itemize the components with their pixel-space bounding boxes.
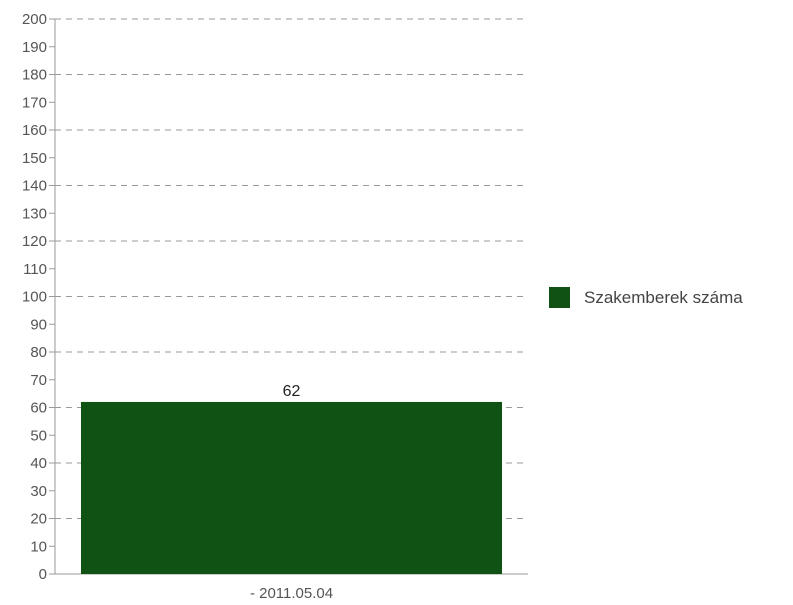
y-tick-label: 100 — [22, 289, 47, 306]
y-tick-label: 0 — [39, 566, 47, 583]
y-axis: 0 10 20 30 40 50 60 70 80 90 100 110 120 130 140 150 160… — [22, 11, 528, 583]
legend-label: Szakemberek száma — [584, 288, 743, 307]
y-tick-label: 50 — [30, 427, 47, 444]
y-tick-label: 190 — [22, 39, 47, 56]
y-tick-label: 10 — [30, 538, 47, 555]
bars: 62 — [81, 383, 502, 574]
x-tick-label: - 2011.05.04 — [250, 585, 333, 602]
y-tick-label: 110 — [23, 261, 47, 278]
y-tick-label: 160 — [22, 122, 47, 139]
y-tick-label: 60 — [30, 400, 47, 417]
x-axis: - 2011.05.04 — [250, 585, 333, 602]
y-tick-label: 30 — [30, 483, 47, 500]
legend: Szakemberek száma — [549, 287, 743, 308]
y-tick-label: 130 — [22, 205, 47, 222]
y-tick-label: 140 — [22, 178, 47, 195]
y-tick-label: 40 — [30, 455, 47, 472]
y-tick-label: 170 — [22, 94, 47, 111]
y-tick-label: 180 — [22, 67, 47, 84]
y-tick-label: 90 — [30, 316, 47, 333]
y-tick-label: 120 — [22, 233, 47, 250]
y-tick-label: 80 — [30, 344, 47, 361]
bar — [81, 401, 502, 574]
y-tick-label: 200 — [22, 11, 47, 28]
legend-swatch — [549, 287, 570, 308]
y-tick-label: 20 — [30, 511, 47, 528]
y-tick-label: 150 — [22, 150, 47, 167]
y-tick-label: 70 — [30, 372, 47, 389]
bar-value-label: 62 — [283, 383, 301, 400]
